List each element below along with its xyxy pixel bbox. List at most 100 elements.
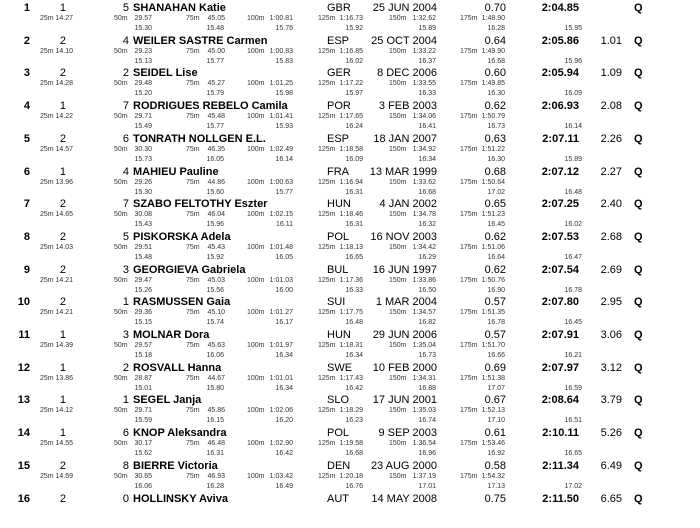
split-label: 25m bbox=[40, 47, 54, 55]
split-label: 50m bbox=[114, 113, 128, 121]
split-label: 25m bbox=[40, 276, 54, 284]
split-time: 1:02.06 bbox=[269, 407, 293, 415]
split-difference: 16.17 bbox=[275, 319, 293, 327]
split-time: 46.04 bbox=[207, 211, 225, 219]
split-time: 1:34.57 bbox=[412, 309, 436, 317]
rank: 12 bbox=[17, 361, 30, 374]
split-difference: 15.92 bbox=[345, 25, 363, 32]
split-difference: 16.73 bbox=[418, 352, 436, 359]
qualified-mark: Q bbox=[634, 296, 643, 309]
split-time: 1:36.54 bbox=[412, 440, 436, 448]
split-label: 150m bbox=[389, 276, 407, 284]
result-row: 9 2 3 GEORGIEVA Gabriela BUL 16 JUN 1997 0.62 2… bbox=[0, 263, 700, 299]
heat: 1 bbox=[59, 329, 66, 341]
reaction-time: 0.60 bbox=[484, 67, 506, 80]
split-difference: 15.77 bbox=[206, 123, 224, 131]
split-time: 1:35.03 bbox=[412, 407, 436, 415]
split-time: 1:34.42 bbox=[412, 243, 436, 251]
nation: SUI bbox=[327, 296, 346, 309]
split-time: 1:17.22 bbox=[339, 80, 363, 88]
split-time: 1:19.58 bbox=[339, 440, 363, 448]
split-time: 29.71 bbox=[134, 407, 152, 415]
split-difference: 15.79 bbox=[206, 90, 224, 98]
heat: 2 bbox=[59, 132, 66, 145]
split-label: 100m bbox=[247, 276, 265, 284]
split-time: 1:17.75 bbox=[339, 309, 363, 317]
split-difference: 16.29 bbox=[418, 253, 436, 261]
split-label: 25m bbox=[40, 15, 54, 22]
split-label: 50m bbox=[114, 47, 128, 55]
split-label: 50m bbox=[114, 145, 128, 153]
split-label: 150m bbox=[389, 145, 407, 153]
split-time: 1:18.29 bbox=[339, 407, 363, 415]
split-time: 1:49.85 bbox=[481, 80, 505, 88]
reaction-time: 0.65 bbox=[484, 198, 506, 211]
result-row: 1 1 5 SHANAHAN Katie GBR 25 JUN 2004 0.70 2:04.… bbox=[0, 2, 700, 37]
heat: 2 bbox=[59, 67, 66, 80]
nation: AUT bbox=[327, 492, 349, 505]
split-difference: 16.73 bbox=[487, 123, 505, 131]
reaction-time: 0.62 bbox=[484, 263, 506, 276]
time-behind: 1.01 bbox=[600, 34, 622, 47]
nation: POL bbox=[327, 230, 350, 243]
split-difference: 16.90 bbox=[487, 286, 505, 294]
split-label: 175m bbox=[460, 440, 478, 448]
split-label: 150m bbox=[389, 211, 407, 219]
split-time: 1:33.55 bbox=[412, 80, 436, 88]
split-difference: 16.76 bbox=[345, 482, 363, 490]
split-label: 75m bbox=[186, 374, 200, 382]
nation: ESP bbox=[327, 132, 350, 145]
split-label: 125m bbox=[318, 145, 336, 153]
split-time: 1:01.01 bbox=[269, 374, 293, 382]
split-label: 175m bbox=[460, 178, 478, 186]
split-difference: 16.50 bbox=[418, 286, 436, 294]
nation: GBR bbox=[327, 2, 351, 14]
lane: 4 bbox=[122, 165, 129, 178]
split-time: 1:34.78 bbox=[412, 211, 436, 219]
rank: 9 bbox=[23, 263, 30, 276]
split-difference: 15.30 bbox=[134, 25, 152, 32]
split-label: 175m bbox=[460, 113, 478, 121]
final-time: 2:04.85 bbox=[541, 2, 579, 14]
heat: 2 bbox=[59, 296, 66, 309]
split-time: 1:01.25 bbox=[269, 80, 293, 88]
split-label: 100m bbox=[247, 113, 265, 121]
split-label: 100m bbox=[247, 211, 265, 219]
time-behind: 2.08 bbox=[600, 100, 622, 113]
result-row: 15 2 8 BIERRE Victoria DEN 23 AUG 2000 0.58 2:1… bbox=[0, 460, 700, 495]
split-label: 100m bbox=[247, 145, 265, 153]
reaction-time: 0.69 bbox=[484, 361, 506, 374]
split-time: 29.48 bbox=[134, 80, 152, 88]
time-behind: 2.40 bbox=[600, 198, 622, 211]
split-difference: 16.09 bbox=[345, 155, 363, 163]
split-label: 150m bbox=[389, 113, 407, 121]
split-label: 125m bbox=[318, 113, 336, 121]
split-difference: 16.09 bbox=[564, 90, 582, 98]
split-time: 30.17 bbox=[134, 440, 152, 448]
split-time: 14.27 bbox=[55, 15, 73, 22]
split-difference: 16.31 bbox=[345, 188, 363, 196]
heat: 1 bbox=[59, 2, 66, 14]
split-difference: 16.31 bbox=[206, 450, 224, 458]
split-difference: 16.41 bbox=[418, 123, 436, 131]
split-label: 100m bbox=[247, 440, 265, 448]
swimmer-name: SZABO FELTOTHY Eszter bbox=[133, 198, 268, 211]
final-time: 2:10.11 bbox=[542, 427, 579, 440]
split-difference: 16.65 bbox=[345, 253, 363, 261]
split-difference: 16.74 bbox=[418, 417, 436, 425]
split-time: 14.39 bbox=[55, 342, 73, 349]
split-label: 25m bbox=[40, 145, 54, 153]
final-time: 2:07.12 bbox=[541, 165, 579, 178]
heat: 2 bbox=[59, 230, 66, 243]
qualified-mark: Q bbox=[634, 230, 643, 243]
split-label: 175m bbox=[460, 472, 478, 480]
nation: BUL bbox=[327, 263, 349, 276]
lane: 4 bbox=[122, 34, 129, 47]
split-difference: 17.10 bbox=[487, 417, 505, 425]
split-difference: 15.56 bbox=[206, 286, 224, 294]
split-time: 1:50.64 bbox=[481, 178, 505, 186]
split-time: 1:17.36 bbox=[339, 276, 363, 284]
split-difference: 16.34 bbox=[275, 384, 293, 392]
qualified-mark: Q bbox=[634, 34, 643, 47]
lane: 1 bbox=[122, 296, 129, 309]
